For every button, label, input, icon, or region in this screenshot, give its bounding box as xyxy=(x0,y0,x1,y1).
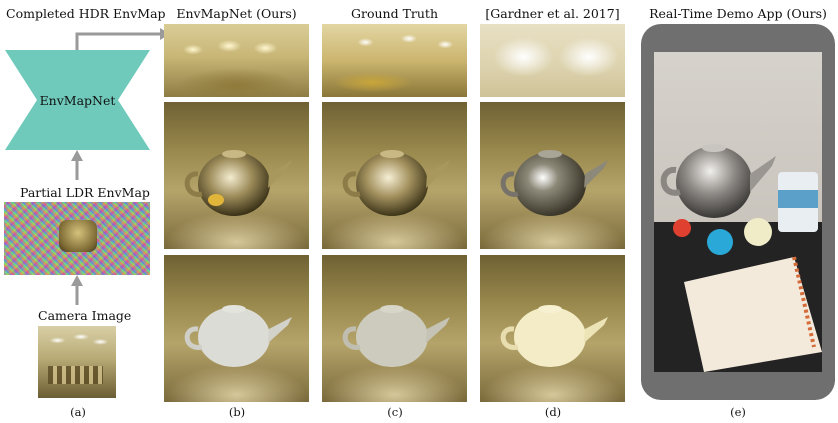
envmapnet-diffuse-teapot xyxy=(164,255,309,402)
mirror-teapot-icon xyxy=(500,150,608,216)
glass-figure xyxy=(707,229,733,255)
demo-title: Real-Time Demo App (Ours) xyxy=(649,6,827,21)
partial-to-net-arrow-head xyxy=(71,150,83,161)
gardner-mirror-teapot xyxy=(480,102,625,249)
partial-envmap-label: Partial LDR EnvMap xyxy=(20,185,150,200)
gardner-envmap xyxy=(480,24,625,97)
envmapnet-envmap xyxy=(164,24,309,97)
teapot-reflection xyxy=(59,220,97,252)
diffuse-teapot-icon xyxy=(184,305,292,367)
camera-to-partial-arrow-head xyxy=(71,275,83,286)
partial-ldr-envmap-image xyxy=(4,202,150,275)
caption-d: (d) xyxy=(544,405,562,419)
caption-b: (b) xyxy=(228,405,246,419)
envmapnet-mirror-teapot xyxy=(164,102,309,249)
notebook xyxy=(684,257,822,372)
demo-scene xyxy=(654,144,822,372)
caption-e: (e) xyxy=(730,405,746,419)
diffuse-teapot-icon xyxy=(500,305,608,367)
completed-envmap-title: Completed HDR EnvMap xyxy=(6,6,166,21)
ar-teapot-icon xyxy=(676,146,752,218)
camera-image-label: Camera Image xyxy=(38,308,132,323)
demo-app-screen xyxy=(654,52,822,372)
camera-image xyxy=(38,326,116,398)
output-arrow xyxy=(75,32,160,50)
ground-truth-envmap xyxy=(322,24,467,97)
gardner-diffuse-teapot xyxy=(480,255,625,402)
column-c-title: Ground Truth xyxy=(351,6,438,21)
toy-figure xyxy=(673,219,691,237)
ball xyxy=(744,218,772,246)
mirror-teapot-icon xyxy=(342,150,450,216)
caption-c: (c) xyxy=(387,405,403,419)
ground-truth-mirror-teapot xyxy=(322,102,467,249)
cafeteria-chairs xyxy=(48,366,103,384)
envmapnet-block xyxy=(5,50,150,150)
envmapnet-label: EnvMapNet xyxy=(39,93,116,108)
caption-a: (a) xyxy=(70,405,86,419)
column-d-title: [Gardner et al. 2017] xyxy=(485,6,620,21)
mirror-teapot-icon xyxy=(184,150,292,216)
column-b-title: EnvMapNet (Ours) xyxy=(176,6,297,21)
ground-truth-diffuse-teapot xyxy=(322,255,467,402)
diffuse-teapot-icon xyxy=(342,305,450,367)
